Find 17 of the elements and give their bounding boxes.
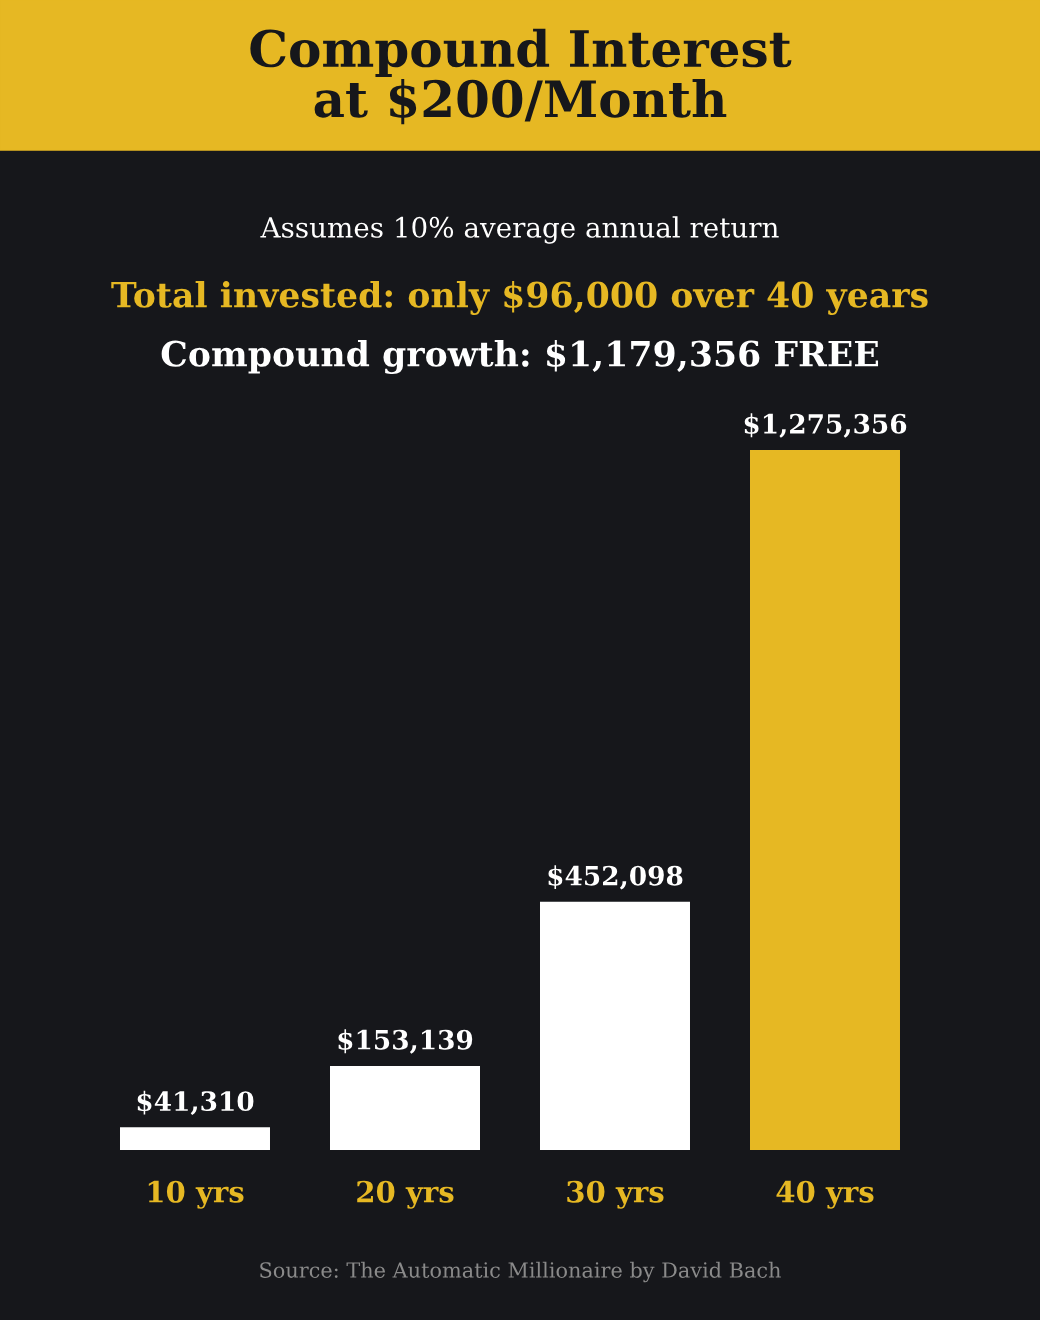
- bar: [120, 1127, 270, 1150]
- data-label: $1,275,356: [744, 413, 907, 438]
- data-label: $41,310: [137, 1090, 254, 1116]
- bar: [750, 450, 900, 1150]
- data-label: $153,139: [338, 1029, 473, 1054]
- source-note: Source: The Automatic Millionaire by David Bach: [260, 1261, 781, 1283]
- chart-subtitle: Assumes 10% average annual return: [260, 216, 779, 244]
- chart-title: Compound Interest at $200/Month: [250, 28, 792, 125]
- data-label: $452,098: [548, 865, 683, 890]
- x-tick-label: 10 yrs: [148, 1180, 244, 1209]
- bar: [540, 901, 690, 1150]
- text: Total invested: only $96,000 over 40 years: [111, 280, 928, 316]
- text: Compound growth: $1,179,356 FREE: [161, 339, 879, 375]
- bar: [330, 1065, 480, 1150]
- x-tick-label: 30 yrs: [567, 1180, 664, 1209]
- x-tick-label: 20 yrs: [357, 1180, 454, 1209]
- x-tick-label: 40 yrs: [776, 1180, 874, 1209]
